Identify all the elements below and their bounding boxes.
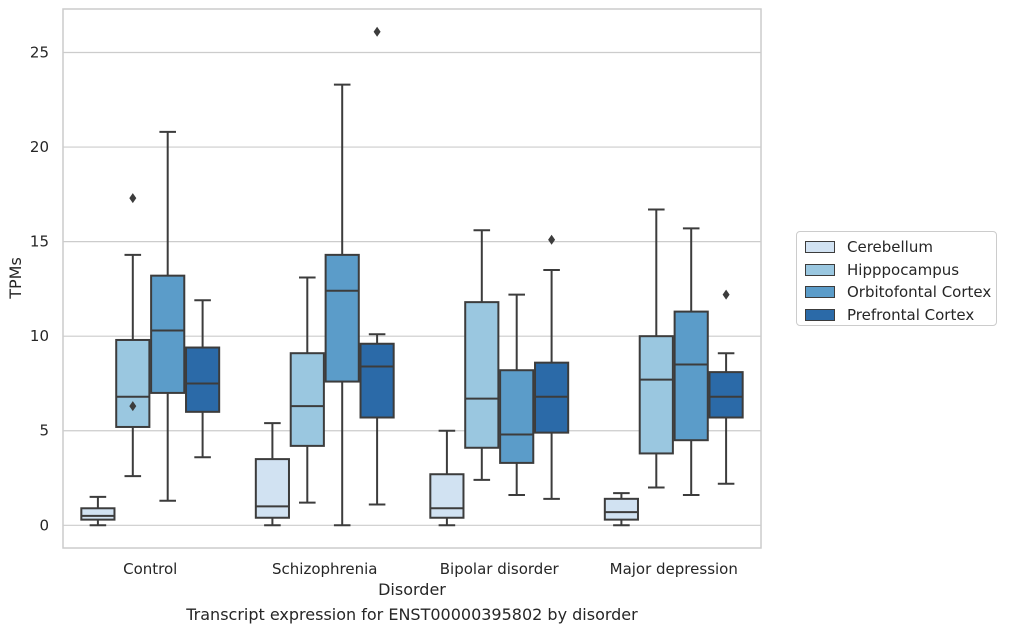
legend-item: Prefrontal Cortex: [805, 304, 996, 327]
box-plot: [534, 234, 570, 500]
legend-swatch: [805, 241, 835, 254]
box-plot: [254, 422, 290, 527]
box-plot: [429, 429, 465, 527]
y-tick-label: 10: [30, 327, 49, 345]
box-plot: [638, 208, 674, 489]
y-tick-label: 20: [30, 138, 49, 156]
legend-label: Prefrontal Cortex: [847, 306, 975, 325]
box-iqr: [603, 497, 639, 521]
x-tick-label: Control: [123, 560, 177, 578]
box-plot: [185, 299, 221, 459]
x-axis-label: Disorder: [378, 580, 446, 599]
y-tick-label: 25: [30, 43, 49, 61]
box-plot: [359, 26, 395, 506]
box-iqr: [150, 274, 186, 394]
y-axis-label: TPMs: [6, 257, 25, 300]
y-tick-label: 0: [39, 516, 49, 534]
legend-label: Hipppocampus: [847, 260, 960, 279]
box-iqr: [708, 371, 744, 419]
box-iqr: [289, 352, 325, 447]
legend-swatch: [805, 263, 835, 276]
box-plot: [673, 227, 709, 497]
box-iqr: [499, 369, 535, 464]
box-plot: [499, 293, 535, 497]
box-plot: [708, 289, 744, 485]
x-tick-label: Schizophrenia: [272, 560, 377, 578]
figure-caption: Transcript expression for ENST0000039580…: [186, 605, 638, 624]
legend-swatch: [805, 309, 835, 322]
outlier-point: [129, 193, 137, 204]
box-plot: [150, 130, 186, 502]
box-plot: [603, 492, 639, 527]
legend-item: Orbitofontal Cortex: [805, 281, 996, 304]
y-axis-ticks: 0 5 10 15 20 25: [30, 43, 49, 534]
y-tick-label: 15: [30, 233, 49, 251]
box-plot: [464, 229, 500, 481]
box-iqr: [673, 310, 709, 442]
legend-label: Orbitofontal Cortex: [847, 283, 992, 302]
box-iqr: [80, 507, 116, 521]
outlier-point: [722, 289, 730, 300]
box-iqr: [254, 458, 290, 519]
outlier-point: [373, 26, 381, 37]
box-iqr: [638, 335, 674, 455]
outlier-point: [129, 401, 137, 412]
legend: Cerebellum Hipppocampus Orbitofontal Cor…: [796, 231, 997, 326]
box-iqr: [464, 301, 500, 449]
plot-frame: [62, 8, 762, 549]
legend-swatch: [805, 286, 835, 299]
legend-label: Cerebellum: [847, 238, 933, 257]
x-tick-label: Bipolar disorder: [440, 560, 560, 578]
x-tick-label: Major depression: [610, 560, 738, 578]
box-plot: [80, 495, 116, 527]
box-iqr: [185, 346, 221, 413]
box-iqr: [429, 473, 465, 519]
legend-item: Hipppocampus: [805, 259, 996, 282]
y-tick-label: 5: [39, 422, 49, 440]
box-iqr: [359, 342, 395, 419]
box-iqr: [115, 338, 151, 428]
box-plot: [115, 193, 151, 478]
x-axis-ticks: Control Schizophrenia Bipolar disorder Majo…: [123, 560, 738, 578]
box-iqr: [324, 253, 360, 383]
box-plot: [289, 276, 325, 504]
box-plots: [80, 26, 744, 527]
box-plot: [324, 83, 360, 527]
legend-item: Cerebellum: [805, 236, 996, 259]
outlier-point: [548, 234, 556, 245]
